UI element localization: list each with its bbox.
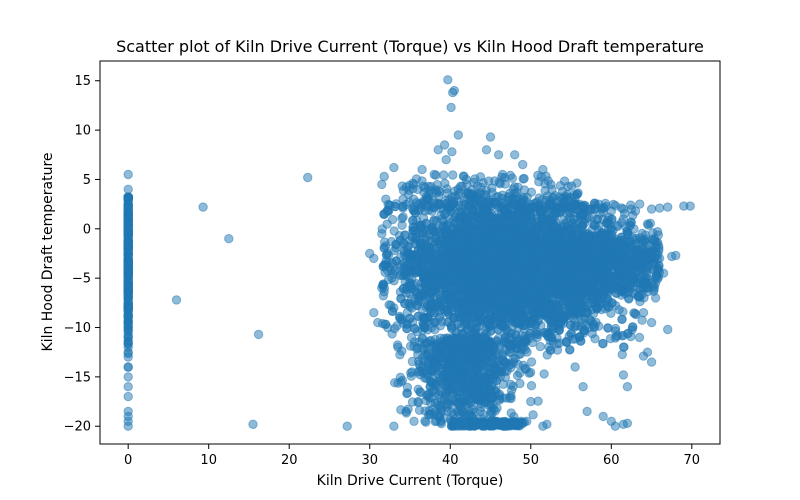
scatter-point [516, 299, 527, 309]
scatter-point [559, 215, 569, 225]
scatter-point [405, 281, 416, 291]
points-layer [123, 75, 695, 431]
scatter-point [388, 269, 398, 279]
scatter-point [589, 322, 599, 332]
scatter-point [535, 341, 545, 352]
scatter-point [554, 324, 564, 335]
scatter-point [565, 320, 576, 330]
scatter-point [387, 329, 397, 339]
scatter-point [398, 212, 408, 222]
scatter-point [532, 223, 542, 234]
scatter-point [400, 230, 410, 240]
scatter-point [618, 214, 629, 224]
scatter-point [637, 315, 647, 325]
scatter-point [605, 334, 616, 344]
scatter-point [590, 334, 600, 344]
scatter-point [629, 308, 639, 318]
scatter-point [429, 215, 439, 225]
scatter-point [635, 199, 645, 209]
scatter-point [408, 215, 418, 226]
scatter-point [410, 323, 420, 334]
scatter-point [542, 216, 552, 226]
scatter-point [473, 238, 483, 248]
scatter-point [435, 312, 445, 322]
scatter-point [545, 345, 556, 355]
scatter-point [391, 239, 401, 250]
scatter-point [387, 306, 398, 316]
scatter-point [565, 208, 575, 218]
scatter-point [402, 323, 412, 334]
scatter-point [540, 327, 550, 338]
scatter-point [468, 229, 478, 239]
scatter-point [618, 307, 628, 317]
scatter-point [397, 220, 407, 231]
scatter-point [380, 319, 391, 329]
scatter-point [427, 300, 437, 310]
scatter-point [566, 329, 576, 339]
chart-title: Scatter plot of Kiln Drive Current (Torq… [116, 37, 704, 56]
scatter-point [617, 314, 627, 324]
